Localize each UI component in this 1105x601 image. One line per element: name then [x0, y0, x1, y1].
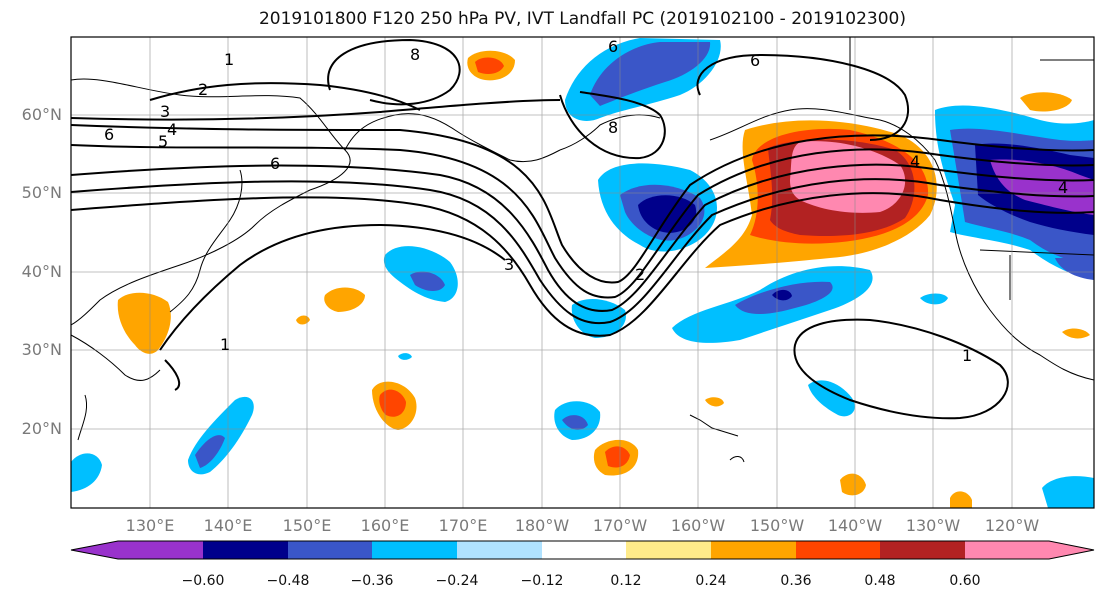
lon-label: 120°W [984, 516, 1040, 535]
contour-label: 3 [160, 102, 170, 121]
contour-label: 6 [608, 37, 618, 56]
colorbar-tick-label: −0.12 [520, 573, 564, 589]
colorbar-tick-label: 0.12 [610, 573, 642, 589]
contour-label: 4 [910, 152, 920, 171]
lon-label: 170°E [438, 516, 488, 535]
contour-label: 4 [1058, 178, 1068, 197]
contour-label: 2 [635, 265, 645, 284]
lon-label: 130°W [905, 516, 961, 535]
coastlines [71, 37, 1094, 463]
lon-label: 140°E [203, 516, 253, 535]
colorbar-tick-label: −0.36 [350, 573, 394, 589]
lon-label: 130°E [125, 516, 175, 535]
lon-label: 160°E [360, 516, 410, 535]
lat-label: 50°N [21, 183, 62, 202]
map-frame [70, 36, 1095, 509]
contour-label: 2 [198, 80, 208, 99]
contour-label: 1 [962, 346, 972, 365]
colorbar-tick-label: 0.36 [780, 573, 812, 589]
contour-label: 1 [220, 335, 230, 354]
contour-label: 6 [270, 154, 280, 173]
lon-label: 150°W [749, 516, 805, 535]
contour-label: 6 [104, 125, 114, 144]
lat-label: 40°N [21, 262, 62, 281]
lon-label: 170°W [592, 516, 648, 535]
map-field: 1 2 3 4 5 6 6 8 6 8 6 3 2 1 1 4 4 [71, 37, 1094, 508]
colorbar-tick-label: 0.60 [949, 573, 981, 589]
lon-label: 150°E [282, 516, 332, 535]
contour-label: 3 [504, 255, 514, 274]
colorbar-tick-label: 0.48 [864, 573, 896, 589]
contour-label: 4 [167, 120, 177, 139]
lat-label: 20°N [21, 419, 62, 438]
colorbar [70, 540, 1095, 560]
colorbar-tick-label: 0.24 [695, 573, 727, 589]
contour-label: 8 [410, 45, 420, 64]
colorbar-tick-label: −0.24 [435, 573, 479, 589]
lon-label: 140°W [827, 516, 883, 535]
lat-label: 60°N [21, 105, 62, 124]
contour-label: 5 [158, 132, 168, 151]
contour-label: 6 [750, 51, 760, 70]
lon-label: 160°W [670, 516, 726, 535]
contour-label: 8 [608, 118, 618, 137]
map-title: 2019101800 F120 250 hPa PV, IVT Landfall… [258, 9, 906, 29]
pv-contours [71, 38, 1094, 420]
colorbar-tick-label: −0.60 [181, 573, 225, 589]
contour-label: 1 [224, 50, 234, 69]
contour-labels: 1 2 3 4 5 6 6 8 6 8 6 3 2 1 1 4 4 [104, 37, 1068, 365]
lat-label: 30°N [21, 340, 62, 359]
colorbar-tick-label: −0.48 [266, 573, 310, 589]
lon-label: 180°W [514, 516, 570, 535]
